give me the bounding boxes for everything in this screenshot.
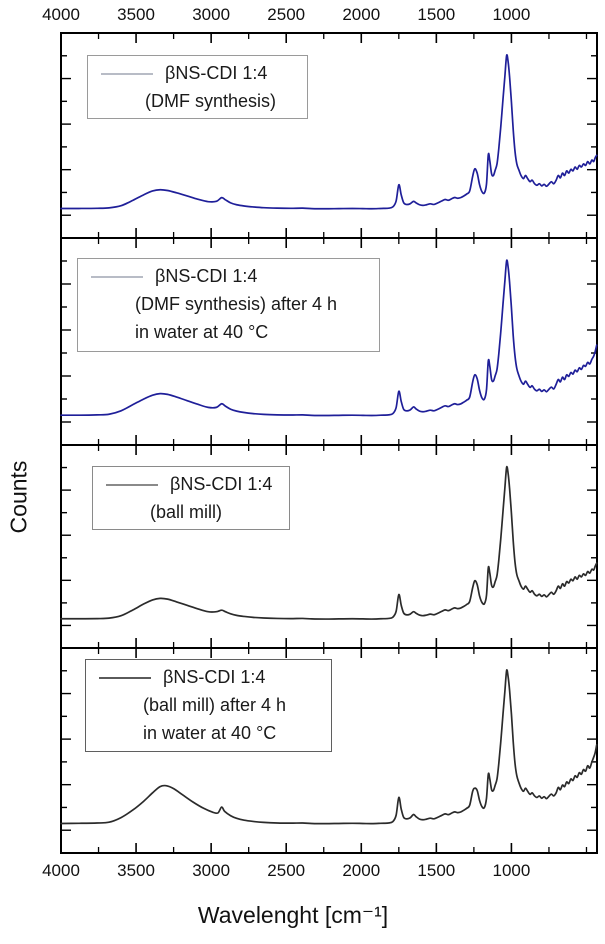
spectrum-curve bbox=[60, 259, 598, 417]
spectrum-curve bbox=[60, 669, 598, 825]
legend-panel-dmf-water: βNS-CDI 1:4 (DMF synthesis) after 4 h in… bbox=[77, 258, 380, 352]
legend-label-line3: in water at 40 °C bbox=[135, 322, 269, 342]
y-axis-title: Counts bbox=[5, 460, 32, 534]
legend-row: βNS-CDI 1:4 bbox=[91, 262, 373, 290]
legend-label-line3: in water at 40 °C bbox=[143, 723, 277, 743]
legend-label: βNS-CDI 1:4 bbox=[165, 63, 268, 83]
legend-panel-dmf: βNS-CDI 1:4 (DMF synthesis) bbox=[87, 55, 308, 119]
x-tick-label: 1000 bbox=[492, 861, 531, 880]
legend-label: βNS-CDI 1:4 bbox=[163, 667, 266, 687]
x-axis-bottom-tick-labels: 4000 3500 3000 2500 2000 1500 1000 bbox=[0, 859, 605, 885]
x-tick-label: 3500 bbox=[117, 5, 155, 24]
legend-row: βNS-CDI 1:4 bbox=[99, 663, 325, 691]
x-tick-label: 3000 bbox=[192, 5, 231, 24]
legend-label-line2: (ball mill) after 4 h bbox=[143, 695, 287, 715]
legend-label-line2: (DMF synthesis) bbox=[145, 91, 277, 111]
legend-line-swatch bbox=[91, 276, 143, 279]
x-tick-label: 1500 bbox=[417, 861, 456, 880]
legend-row: βNS-CDI 1:4 bbox=[106, 470, 283, 498]
legend-label: βNS-CDI 1:4 bbox=[170, 474, 273, 494]
spectrum-curve bbox=[60, 54, 598, 210]
legend-row: βNS-CDI 1:4 bbox=[101, 59, 301, 87]
legend-label-line2: (DMF synthesis) after 4 h bbox=[135, 294, 338, 314]
spectrum-curve bbox=[60, 465, 598, 620]
legend-panel-ballmill-water: βNS-CDI 1:4 (ball mill) after 4 h in wat… bbox=[85, 659, 332, 752]
x-tick-label: 2500 bbox=[267, 5, 306, 24]
x-tick-label: 1000 bbox=[492, 5, 531, 24]
x-tick-label: 2000 bbox=[342, 5, 381, 24]
x-axis-title: Wavelenght [cm⁻¹] bbox=[197, 902, 389, 928]
x-tick-label: 4000 bbox=[42, 5, 80, 24]
x-axis-top-tick-labels: 4000 3500 3000 2500 2000 1500 1000 bbox=[0, 3, 605, 29]
x-tick-label: 2000 bbox=[342, 861, 381, 880]
x-tick-label: 3000 bbox=[192, 861, 231, 880]
x-tick-label: 2500 bbox=[267, 861, 306, 880]
x-tick-label: 3500 bbox=[117, 861, 155, 880]
x-tick-label: 4000 bbox=[42, 861, 80, 880]
legend-line-swatch bbox=[99, 677, 151, 680]
legend-panel-ballmill: βNS-CDI 1:4 (ball mill) bbox=[92, 466, 290, 530]
legend-label-line2: (ball mill) bbox=[150, 502, 222, 522]
legend-line-swatch bbox=[101, 73, 153, 76]
panel-frame bbox=[60, 647, 598, 854]
legend-label: βNS-CDI 1:4 bbox=[155, 266, 258, 286]
x-tick-label: 1500 bbox=[417, 5, 456, 24]
legend-line-swatch bbox=[106, 484, 158, 487]
